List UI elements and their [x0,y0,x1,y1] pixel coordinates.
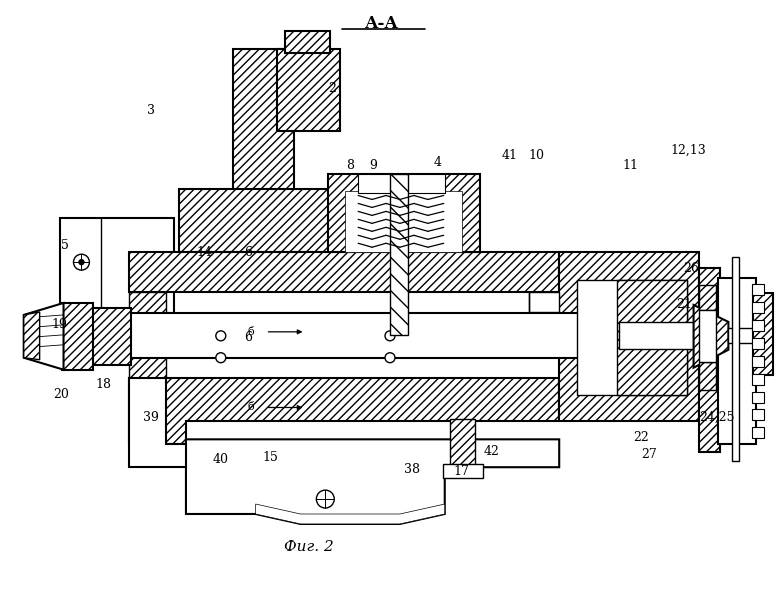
Text: 3: 3 [147,104,155,117]
Circle shape [79,260,84,265]
Text: 11: 11 [623,159,639,172]
Polygon shape [577,280,686,395]
Text: 18: 18 [95,378,112,391]
Text: Фиг. 2: Фиг. 2 [283,540,333,554]
Polygon shape [530,292,559,312]
Polygon shape [443,464,483,478]
Text: 17: 17 [454,465,470,477]
Text: 9: 9 [369,159,377,172]
Polygon shape [559,252,699,421]
Circle shape [385,331,395,341]
Text: 10: 10 [528,149,544,162]
Polygon shape [129,292,166,378]
Polygon shape [346,191,462,252]
Text: 2: 2 [328,82,336,95]
Circle shape [385,353,395,363]
Text: 4: 4 [434,156,441,169]
Polygon shape [753,293,773,375]
Polygon shape [129,378,559,444]
Polygon shape [699,268,721,452]
Text: 21: 21 [675,299,692,312]
Circle shape [73,254,90,270]
Text: 6: 6 [243,331,252,344]
Polygon shape [752,338,764,349]
Text: 14: 14 [197,246,213,259]
Text: 41: 41 [502,149,517,162]
Polygon shape [91,308,131,365]
Text: 38: 38 [404,462,420,476]
Polygon shape [23,312,40,360]
Polygon shape [186,439,559,524]
Polygon shape [617,280,686,395]
Polygon shape [129,378,186,467]
Polygon shape [752,356,764,367]
Text: 8: 8 [346,159,354,172]
Polygon shape [277,49,340,131]
Polygon shape [256,504,445,524]
Text: 19: 19 [51,318,68,331]
Text: 27: 27 [641,448,657,461]
Polygon shape [752,392,764,402]
Circle shape [317,490,335,508]
Polygon shape [90,313,624,358]
Polygon shape [129,252,559,292]
Text: б: б [247,327,254,337]
Polygon shape [752,320,764,331]
Text: 5: 5 [61,239,69,252]
Text: 26: 26 [683,262,700,275]
Polygon shape [390,173,408,335]
Polygon shape [752,409,764,420]
Polygon shape [693,305,729,368]
Text: 15: 15 [263,451,278,464]
Polygon shape [328,173,480,252]
Polygon shape [23,303,63,370]
Circle shape [216,353,225,363]
Circle shape [216,331,225,341]
Polygon shape [699,362,717,390]
Polygon shape [729,328,757,343]
Polygon shape [358,173,445,194]
Text: 20: 20 [54,388,69,401]
Polygon shape [752,302,764,313]
Polygon shape [59,218,174,313]
Polygon shape [752,374,764,384]
Polygon shape [62,303,94,370]
Text: 40: 40 [213,453,229,465]
Polygon shape [450,420,474,469]
Text: б: б [247,402,254,412]
Polygon shape [752,284,764,295]
Text: 42: 42 [484,445,499,458]
Polygon shape [232,49,294,198]
Polygon shape [285,31,330,53]
Polygon shape [732,257,739,461]
Polygon shape [179,188,385,252]
Text: 24,25: 24,25 [699,411,734,424]
Polygon shape [752,427,764,438]
Text: 6: 6 [243,246,252,259]
Polygon shape [729,293,753,375]
Text: 22: 22 [633,431,649,444]
Polygon shape [619,322,697,349]
Text: 39: 39 [144,411,159,424]
Polygon shape [12,11,768,585]
Polygon shape [718,278,757,444]
Text: 12,13: 12,13 [671,144,707,157]
Polygon shape [699,310,717,362]
Text: А-А: А-А [365,15,399,32]
Polygon shape [699,285,717,310]
